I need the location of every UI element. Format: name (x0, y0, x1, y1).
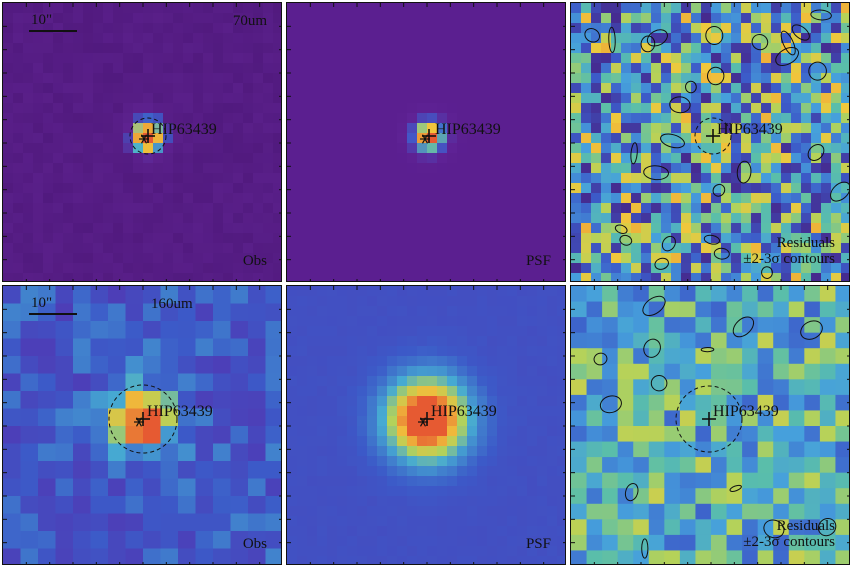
image-70um-residual (571, 3, 849, 281)
source-label: HIP63439 (151, 121, 217, 138)
source-label: HIP63439 (431, 403, 497, 420)
image-70um-psf (287, 3, 565, 281)
panel-70um-obs: 10" 70um HIP63439 Obs (2, 2, 282, 282)
panel-label: Obs (242, 536, 267, 552)
panel-70um-psf: HIP63439 PSF (286, 2, 566, 282)
contours-label: ±2-3σ contours (743, 251, 835, 267)
source-label: HIP63439 (435, 121, 501, 138)
contours-label: ±2-3σ contours (743, 534, 835, 550)
image-160um-psf (287, 286, 565, 564)
panel-160um-psf: HIP63439 PSF (286, 285, 566, 565)
panel-160um-residual: HIP63439 Residuals ±2-3σ contours (570, 285, 850, 565)
source-label: HIP63439 (713, 403, 779, 420)
panel-70um-residual: HIP63439 Residuals ±2-3σ contours (570, 2, 850, 282)
panel-label: PSF (525, 253, 551, 269)
band-label: 70um (232, 13, 267, 29)
scale-bar: 10" (29, 296, 77, 315)
band-label: 160um (151, 296, 193, 312)
panel-label: PSF (525, 536, 551, 552)
source-label: HIP63439 (147, 403, 213, 420)
residuals-label: Residuals (776, 235, 835, 251)
image-160um-residual (571, 286, 849, 564)
residuals-label: Residuals (776, 518, 835, 534)
image-160um-obs (3, 286, 281, 564)
source-label: HIP63439 (717, 121, 783, 138)
panel-label: Obs (242, 253, 267, 269)
scale-bar: 10" (29, 13, 77, 32)
panel-160um-obs: 10" 160um HIP63439 Obs (2, 285, 282, 565)
image-70um-obs (3, 3, 281, 281)
scale-bar-label: 10" (31, 295, 53, 311)
panel-label-residuals: Residuals ±2-3σ contours (743, 235, 835, 267)
scale-bar-label: 10" (31, 12, 53, 28)
panel-label-residuals: Residuals ±2-3σ contours (743, 518, 835, 550)
